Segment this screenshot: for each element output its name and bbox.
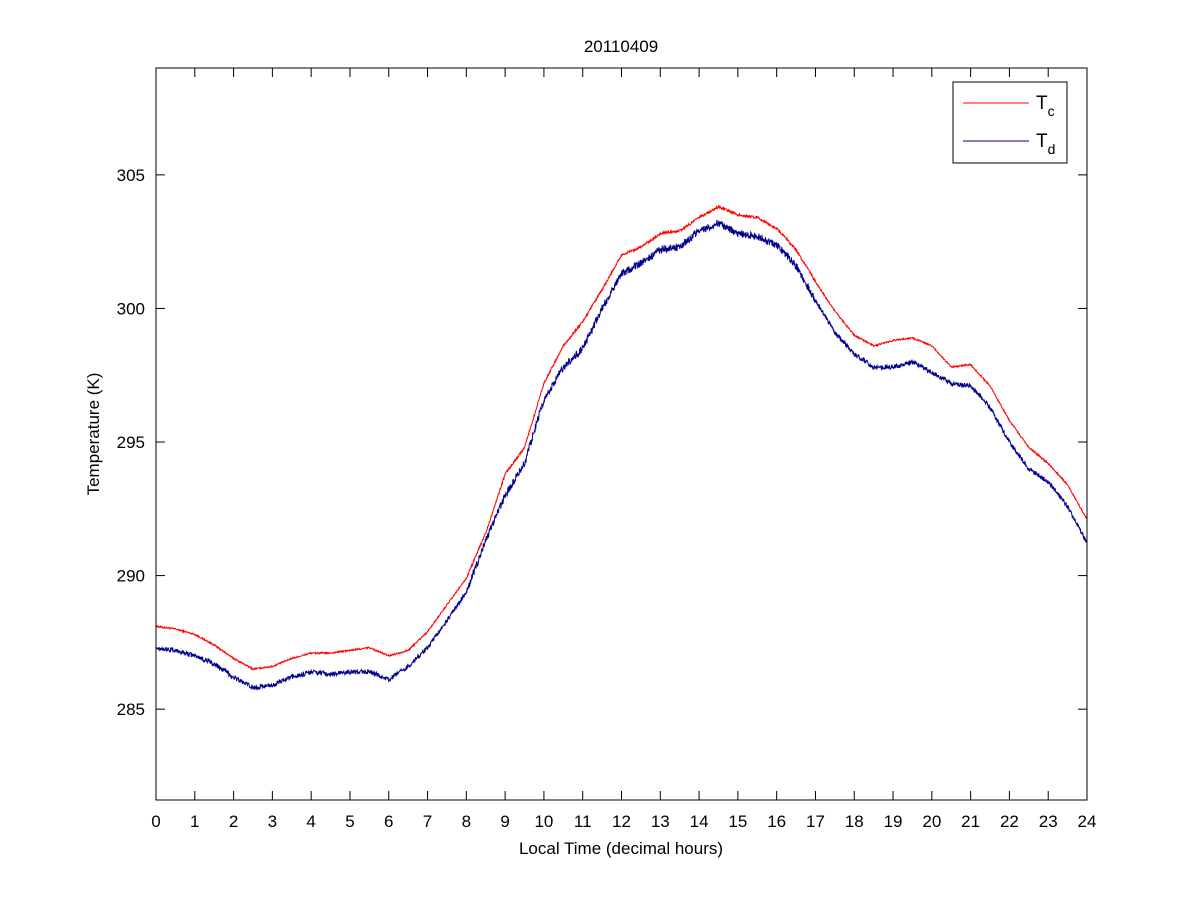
x-tick-label: 20 bbox=[922, 812, 941, 831]
x-tick-label: 6 bbox=[384, 812, 393, 831]
y-tick-label: 285 bbox=[117, 700, 145, 719]
x-tick-label: 1 bbox=[190, 812, 199, 831]
y-tick-label: 305 bbox=[117, 166, 145, 185]
x-tick-label: 5 bbox=[345, 812, 354, 831]
x-axis-label: Local Time (decimal hours) bbox=[519, 839, 723, 858]
x-tick-label: 24 bbox=[1078, 812, 1097, 831]
chart-title: 20110409 bbox=[584, 37, 658, 56]
x-tick-label: 22 bbox=[1000, 812, 1019, 831]
legend-label-subscript: d bbox=[1048, 141, 1056, 157]
x-tick-label: 14 bbox=[690, 812, 709, 831]
x-tick-label: 18 bbox=[845, 812, 864, 831]
y-tick-label: 290 bbox=[117, 567, 145, 586]
x-tick-label: 23 bbox=[1039, 812, 1058, 831]
x-tick-label: 16 bbox=[767, 812, 786, 831]
y-tick-label: 300 bbox=[117, 299, 145, 318]
x-tick-label: 12 bbox=[612, 812, 631, 831]
x-tick-label: 4 bbox=[306, 812, 315, 831]
x-tick-label: 19 bbox=[884, 812, 903, 831]
legend-label-text: T bbox=[1036, 93, 1048, 114]
x-tick-label: 0 bbox=[151, 812, 160, 831]
x-tick-label: 7 bbox=[423, 812, 432, 831]
x-tick-label: 2 bbox=[229, 812, 238, 831]
x-tick-label: 10 bbox=[534, 812, 553, 831]
x-tick-label: 3 bbox=[268, 812, 277, 831]
series-line-c bbox=[155, 204, 1088, 671]
ticks-layer: 0 1 2 3 4 5 6 7 8 9 10 11 12 13 14 15 16 17 18 19 20 21 22 23 24… bbox=[117, 68, 1097, 831]
x-tick-label: 9 bbox=[500, 812, 509, 831]
x-tick-label: 11 bbox=[574, 812, 592, 831]
legend-label-subscript: c bbox=[1048, 103, 1055, 119]
x-tick-label: 8 bbox=[462, 812, 471, 831]
x-tick-label: 15 bbox=[728, 812, 747, 831]
legend-label-c: Tc bbox=[1036, 93, 1055, 119]
x-tick-label: 13 bbox=[651, 812, 670, 831]
series-layer bbox=[155, 204, 1088, 691]
x-tick-label: 21 bbox=[961, 812, 980, 831]
x-tick-label: 17 bbox=[806, 812, 825, 831]
legend-label-d: Td bbox=[1036, 131, 1055, 157]
y-tick-label: 295 bbox=[117, 433, 145, 452]
y-axis-label: Temperature (K) bbox=[84, 373, 103, 496]
series-line-d bbox=[155, 219, 1088, 691]
legend-label-text: T bbox=[1036, 131, 1048, 152]
legend-box bbox=[952, 81, 1068, 164]
